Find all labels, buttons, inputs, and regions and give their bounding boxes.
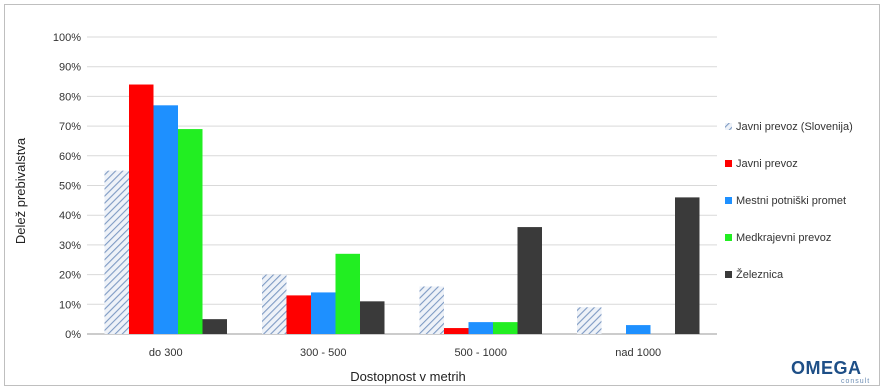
y-tick-label: 40% [59, 210, 81, 222]
y-tick-label: 20% [59, 270, 81, 282]
bar [419, 286, 444, 334]
bars [104, 84, 700, 335]
bar-chart: 0% 10% 20% 30% 40% 50% 60% 70% 80% 90% 100% do 300… [13, 32, 870, 385]
y-tick-label: 70% [59, 121, 81, 133]
bar [286, 295, 311, 334]
bar [626, 325, 651, 334]
y-tick-label: 90% [59, 62, 81, 74]
bar [153, 105, 178, 334]
bar [675, 197, 700, 334]
bar [335, 253, 360, 334]
y-tick-label: 80% [59, 91, 81, 103]
legend-label: Mestni potniški promet [736, 195, 846, 207]
logo-sub: consult [841, 378, 870, 385]
legend: Javni prevoz (Slovenija) Javni prevoz Mest… [725, 121, 853, 281]
legend-swatch [725, 123, 732, 130]
x-axis-title: Dostopnost v metrih [350, 369, 466, 384]
bar [202, 319, 227, 334]
bar [493, 322, 518, 334]
x-tick-label: 300 - 500 [300, 347, 346, 359]
y-tick-label: 30% [59, 240, 81, 252]
y-tick-label: 0% [65, 329, 81, 341]
bar [517, 227, 542, 334]
legend-swatch [725, 234, 732, 241]
legend-swatch [725, 160, 732, 167]
legend-label: Medkrajevni prevoz [736, 232, 831, 244]
legend-swatch [725, 271, 732, 278]
bar [444, 328, 469, 334]
chart-frame: 0% 10% 20% 30% 40% 50% 60% 70% 80% 90% 100% do 300… [4, 4, 880, 386]
x-tick-label: 500 - 1000 [454, 347, 507, 359]
bar [468, 322, 493, 334]
bar [577, 307, 602, 334]
bar [311, 292, 336, 334]
bar [178, 129, 203, 334]
logo-name: OMEGA [791, 358, 862, 378]
x-tick-label: do 300 [149, 347, 183, 359]
y-tick-label: 50% [59, 181, 81, 193]
y-tick-label: 100% [53, 32, 81, 44]
y-axis-ticks: 0% 10% 20% 30% 40% 50% 60% 70% 80% 90% 100% [53, 32, 81, 341]
legend-label: Javni prevoz (Slovenija) [736, 121, 853, 133]
omega-logo: OMEGA consult [791, 358, 870, 385]
y-tick-label: 10% [59, 299, 81, 311]
legend-swatch [725, 197, 732, 204]
legend-label: Železnica [736, 268, 784, 281]
bar [129, 84, 154, 335]
bar [262, 274, 287, 334]
y-axis-title: Delež prebivalstva [13, 137, 28, 244]
bar [104, 170, 129, 334]
x-tick-label: nad 1000 [615, 347, 661, 359]
legend-label: Javni prevoz [736, 158, 798, 170]
bar [360, 301, 385, 334]
x-axis-ticks: do 300 300 - 500 500 - 1000 nad 1000 [149, 347, 661, 359]
y-tick-label: 60% [59, 151, 81, 163]
